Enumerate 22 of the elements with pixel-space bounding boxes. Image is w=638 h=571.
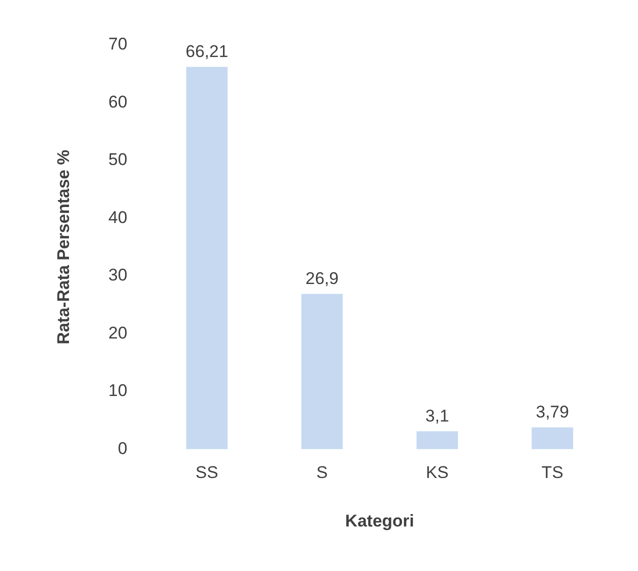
y-tick-label: 10 bbox=[108, 381, 128, 400]
x-tick-label: KS bbox=[426, 463, 449, 482]
x-tick-label: TS bbox=[542, 463, 564, 482]
y-tick-label: 30 bbox=[108, 266, 128, 285]
bar bbox=[186, 66, 228, 450]
bar bbox=[532, 427, 574, 450]
data-label: 26,9 bbox=[306, 269, 339, 288]
x-tick-label: S bbox=[316, 463, 328, 482]
data-label: 3,79 bbox=[536, 402, 569, 422]
bar bbox=[416, 431, 458, 450]
x-axis-title: Kategori bbox=[345, 511, 414, 530]
bar bbox=[301, 294, 343, 450]
x-tick-label: SS bbox=[196, 463, 218, 482]
data-label: 66,21 bbox=[186, 42, 228, 62]
y-tick-label: 0 bbox=[118, 438, 128, 458]
y-tick-label: 40 bbox=[108, 208, 128, 227]
y-axis-title: Rata-Rata Persentase % bbox=[54, 150, 73, 344]
y-tick-label: 20 bbox=[108, 323, 128, 342]
y-tick-label: 70 bbox=[108, 34, 128, 54]
data-label: 3,1 bbox=[425, 406, 450, 426]
y-tick-label: 60 bbox=[108, 92, 128, 112]
y-tick-label: 50 bbox=[108, 150, 128, 170]
